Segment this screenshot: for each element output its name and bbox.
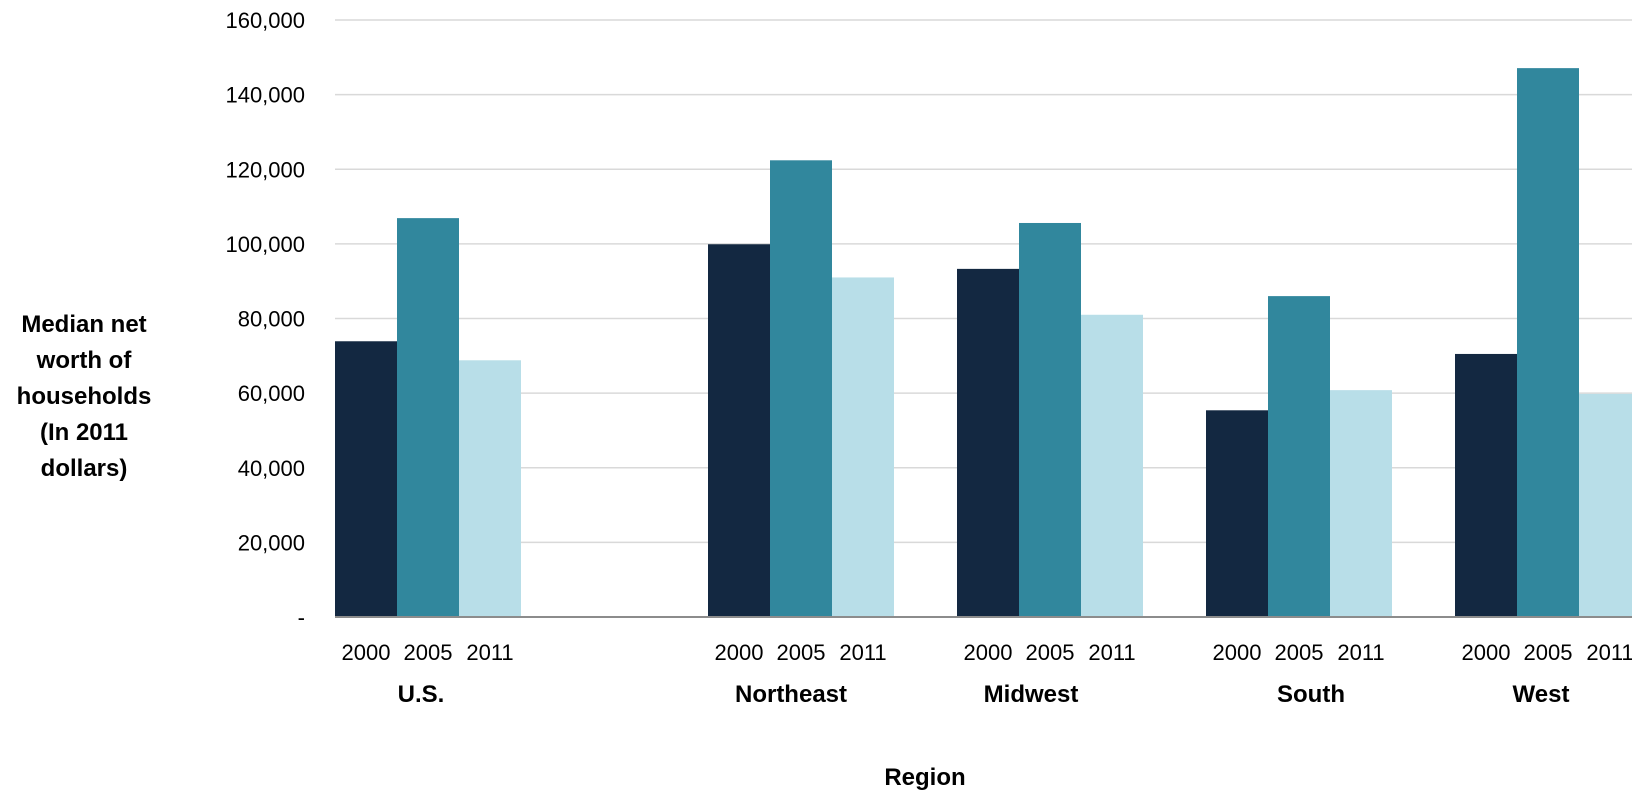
bar-midwest-2005 (1019, 222, 1081, 618)
y-tick-label: 160,000 (225, 8, 305, 33)
year-label: 2011 (839, 640, 886, 665)
year-label: 2005 (1275, 640, 1324, 665)
bar-south-2000 (1206, 410, 1268, 617)
bar-west-2000 (1455, 353, 1517, 617)
region-label: Northeast (735, 681, 847, 708)
bar-south-2005 (1268, 296, 1330, 617)
year-label: 2005 (777, 640, 826, 665)
bar-south-2011 (1330, 390, 1392, 617)
year-label: 2000 (342, 640, 391, 665)
year-label: 2000 (1462, 640, 1511, 665)
y-tick-label: 60,000 (238, 381, 305, 406)
year-label: 2011 (1586, 640, 1632, 665)
year-label: 2005 (1026, 640, 1075, 665)
y-axis-title: Median net worth of households (In 2011 doll… (17, 311, 152, 482)
y-tick-label: 80,000 (238, 307, 305, 332)
bar-west-2005 (1517, 68, 1579, 618)
region-label: Midwest (984, 681, 1079, 708)
x-axis-labels: 2000 2005 2011 U.S. 2000 2005 2011 Northeast 200… (342, 640, 1632, 708)
year-label: 2000 (1213, 640, 1262, 665)
y-axis-ticks: - 20,000 40,000 60,000 80,000 100,000 120,000 1… (225, 8, 305, 630)
bar-u-s-2000 (335, 341, 397, 617)
y-axis-title-line: worth of (36, 347, 133, 374)
year-label: 2000 (964, 640, 1013, 665)
year-label: 2011 (466, 640, 513, 665)
y-axis-title-line: (In 2011 (40, 419, 128, 446)
region-label: West (1513, 681, 1570, 708)
bar-midwest-2011 (1081, 314, 1143, 617)
bar-u-s-2005 (397, 218, 459, 617)
bar-northeast-2011 (832, 277, 894, 617)
y-tick-label: 100,000 (225, 232, 305, 257)
y-axis-title-line: dollars) (41, 455, 128, 482)
year-label: 2005 (1524, 640, 1573, 665)
year-label: 2011 (1337, 640, 1384, 665)
bar-midwest-2000 (957, 268, 1019, 617)
y-tick-label: 120,000 (225, 157, 305, 182)
y-tick-label: 40,000 (238, 456, 305, 481)
bar-west-2011 (1579, 393, 1632, 617)
year-label: 2000 (715, 640, 764, 665)
bar-northeast-2005 (770, 160, 832, 618)
y-tick-label: - (298, 605, 305, 630)
x-axis-title: Region (884, 764, 965, 791)
region-label: U.S. (398, 681, 445, 708)
bars (335, 68, 1632, 618)
y-axis-title-line: Median net (21, 311, 146, 338)
year-label: 2005 (404, 640, 453, 665)
bar-u-s-2011 (459, 360, 521, 617)
y-axis-title-line: households (17, 383, 152, 410)
bar-northeast-2000 (708, 244, 770, 618)
year-label: 2011 (1088, 640, 1135, 665)
y-tick-label: 20,000 (238, 530, 305, 555)
y-tick-label: 140,000 (225, 83, 305, 108)
region-label: South (1277, 681, 1345, 708)
